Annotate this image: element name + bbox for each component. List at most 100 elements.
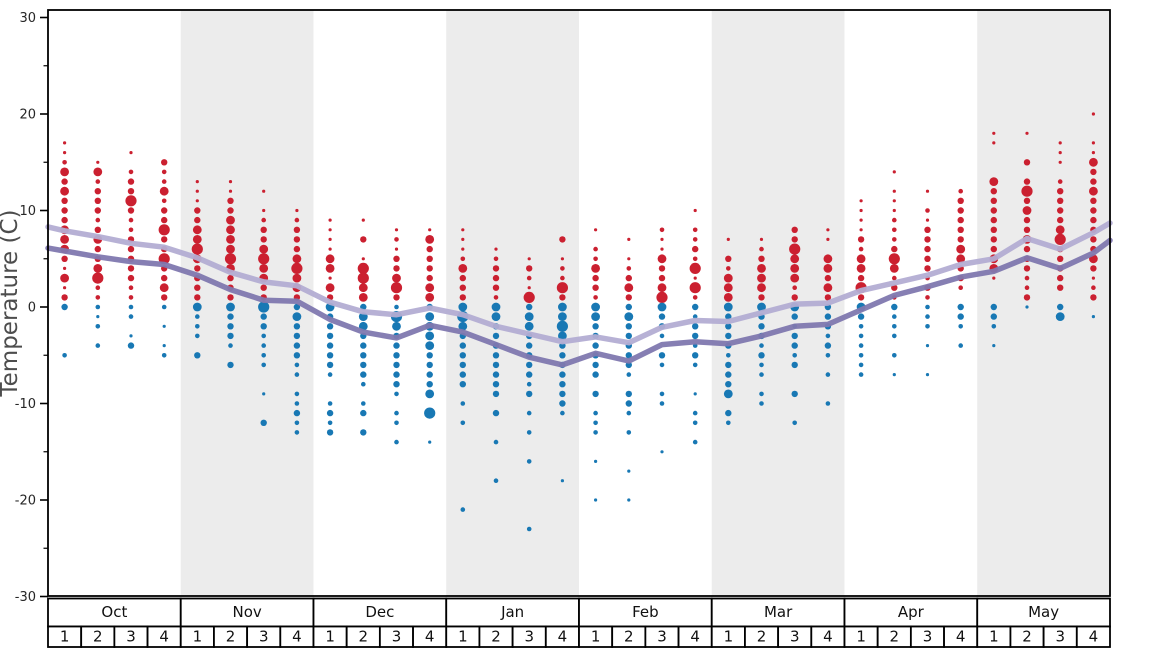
- max-temp-dot: [161, 236, 168, 243]
- max-temp-dot: [63, 286, 67, 290]
- week-number-label: 1: [325, 628, 335, 646]
- max-temp-dot: [627, 237, 631, 241]
- min-temp-dot: [593, 420, 598, 426]
- max-temp-dot: [990, 226, 997, 233]
- max-temp-dot: [159, 283, 169, 293]
- min-temp-dot: [460, 401, 466, 406]
- max-temp-dot: [625, 274, 632, 282]
- min-temp-dot: [294, 420, 300, 426]
- max-temp-dot: [859, 208, 863, 213]
- min-temp-dot: [492, 390, 500, 398]
- min-temp-dot: [327, 401, 333, 406]
- y-tick-label: 10: [19, 204, 36, 219]
- min-temp-dot: [425, 389, 435, 399]
- min-temp-dot: [858, 324, 864, 329]
- month-label: Nov: [232, 603, 261, 621]
- max-temp-dot: [692, 295, 698, 300]
- min-temp-dot: [925, 344, 930, 348]
- min-temp-dot: [458, 321, 468, 331]
- max-temp-dot: [96, 160, 100, 164]
- week-number-label: 3: [657, 628, 667, 646]
- max-temp-dot: [158, 224, 170, 236]
- max-temp-dot: [1057, 216, 1064, 224]
- max-temp-dot: [1057, 274, 1064, 282]
- max-temp-dot: [892, 227, 897, 233]
- max-temp-dot: [757, 283, 766, 293]
- max-temp-dot: [892, 199, 896, 203]
- max-temp-dot: [60, 235, 69, 244]
- max-temp-dot: [493, 256, 499, 262]
- max-temp-dot: [523, 291, 535, 303]
- max-temp-dot: [460, 256, 466, 262]
- max-temp-dot: [259, 264, 269, 273]
- max-temp-dot: [394, 228, 399, 232]
- max-temp-dot: [892, 217, 897, 223]
- min-temp-dot: [360, 429, 367, 436]
- min-temp-dot: [393, 361, 400, 369]
- max-temp-dot: [559, 294, 566, 301]
- min-temp-dot: [492, 409, 500, 417]
- max-temp-dot: [161, 159, 168, 166]
- min-temp-dot: [195, 333, 200, 339]
- max-temp-dot: [127, 274, 135, 282]
- min-temp-dot: [625, 323, 632, 330]
- min-temp-dot: [459, 361, 466, 369]
- min-temp-dot: [925, 304, 930, 310]
- max-temp-dot: [194, 284, 201, 291]
- month-label: Oct: [101, 603, 127, 621]
- min-temp-dot: [560, 410, 565, 416]
- min-temp-dot: [792, 420, 797, 426]
- max-temp-dot: [560, 275, 565, 281]
- max-temp-dot: [1023, 159, 1031, 166]
- week-number-label: 3: [923, 628, 933, 646]
- week-number-label: 4: [956, 628, 966, 646]
- max-temp-dot: [1089, 186, 1098, 196]
- max-temp-dot: [260, 284, 267, 291]
- max-temp-dot: [325, 283, 335, 293]
- min-temp-dot: [394, 410, 399, 416]
- min-temp-dot: [625, 303, 632, 311]
- min-temp-dot: [825, 372, 831, 377]
- min-temp-dot: [261, 343, 267, 348]
- min-temp-dot: [326, 429, 334, 436]
- max-temp-dot: [1023, 245, 1031, 253]
- min-temp-dot: [725, 323, 732, 330]
- max-temp-dot: [593, 256, 598, 262]
- min-temp-dot: [626, 430, 632, 435]
- min-temp-dot: [128, 304, 134, 310]
- min-temp-dot: [659, 401, 665, 406]
- max-temp-dot: [723, 293, 733, 302]
- min-temp-dot: [592, 342, 599, 349]
- max-temp-dot: [957, 236, 964, 243]
- max-temp-dot: [60, 186, 69, 196]
- min-temp-dot: [625, 352, 632, 359]
- min-temp-dot: [394, 420, 399, 426]
- max-temp-dot: [823, 283, 833, 293]
- max-temp-dot: [1090, 236, 1097, 243]
- max-temp-dot: [93, 264, 103, 273]
- min-temp-dot: [1091, 315, 1095, 319]
- max-temp-dot: [657, 254, 667, 264]
- min-temp-dot: [791, 361, 798, 369]
- max-temp-dot: [859, 228, 863, 232]
- min-temp-dot: [459, 381, 466, 388]
- min-temp-dot: [692, 303, 699, 311]
- max-temp-dot: [394, 237, 399, 242]
- average-max-line: [45, 220, 1113, 346]
- max-temp-dot: [294, 217, 300, 223]
- max-temp-dot: [425, 235, 435, 244]
- min-temp-dot: [260, 323, 267, 330]
- max-temp-dot: [823, 264, 833, 273]
- max-temp-dot: [990, 207, 997, 214]
- min-temp-dot: [261, 362, 267, 368]
- min-temp-dot: [858, 353, 864, 358]
- max-temp-dot: [956, 244, 966, 254]
- min-temp-dot: [726, 420, 731, 426]
- max-temp-dot: [159, 186, 169, 196]
- week-number-label: 1: [193, 628, 203, 646]
- min-temp-dot: [624, 312, 634, 321]
- average-min-line: [45, 237, 1113, 368]
- max-temp-dot: [992, 141, 996, 145]
- min-temp-dot: [526, 361, 533, 369]
- max-temp-dot: [358, 293, 368, 302]
